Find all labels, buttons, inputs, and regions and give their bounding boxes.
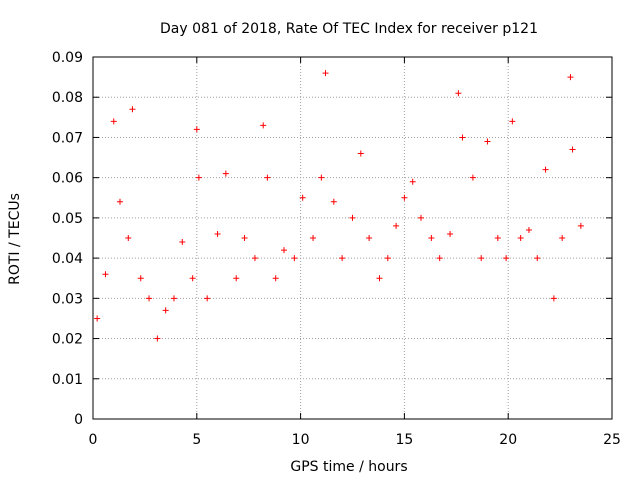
- data-point: [384, 255, 391, 262]
- y-tick-label: 0.03: [52, 291, 83, 307]
- x-axis-label: GPS time / hours: [290, 459, 407, 475]
- data-point: [542, 166, 549, 173]
- data-point: [322, 70, 329, 77]
- data-point: [310, 235, 317, 241]
- data-point: [137, 275, 144, 282]
- data-point: [330, 198, 337, 205]
- chart-gridlines: [93, 57, 612, 419]
- y-tick-label: 0.04: [52, 251, 83, 267]
- data-point: [577, 222, 584, 229]
- data-point: [459, 134, 466, 141]
- data-point: [376, 275, 383, 282]
- data-point: [478, 255, 485, 262]
- data-point: [170, 295, 177, 302]
- y-tick-label: 0: [74, 412, 83, 428]
- data-point: [559, 235, 566, 241]
- data-point: [264, 174, 271, 181]
- data-point: [193, 126, 200, 133]
- data-point: [260, 122, 267, 129]
- x-tick-label: 25: [603, 432, 621, 448]
- data-point: [503, 255, 510, 262]
- axis-ticks: 0 0.01 0.02 0.03 0.04 0.05 0.06 0.07 0.08 0.09 0 5 1…: [52, 50, 621, 448]
- data-point: [291, 255, 298, 262]
- data-point: [214, 230, 221, 237]
- x-tick-label: 10: [292, 432, 310, 448]
- data-point: [550, 295, 557, 302]
- data-point: [418, 214, 425, 221]
- data-point: [366, 235, 373, 241]
- data-point: [349, 214, 356, 221]
- data-point: [409, 178, 416, 185]
- data-point: [569, 146, 576, 153]
- data-point: [94, 315, 101, 322]
- data-point: [357, 150, 364, 157]
- data-point: [517, 235, 524, 241]
- x-tick-label: 0: [89, 432, 98, 448]
- x-tick-label: 15: [395, 432, 413, 448]
- chart-title: Day 081 of 2018, Rate Of TEC Index for r…: [160, 21, 538, 37]
- data-point: [567, 74, 574, 81]
- data-point: [401, 194, 408, 201]
- y-tick-label: 0.01: [52, 372, 83, 388]
- data-point: [125, 235, 132, 241]
- data-point: [162, 307, 169, 314]
- data-point: [204, 295, 211, 302]
- data-point: [393, 222, 400, 229]
- y-tick-label: 0.06: [52, 171, 83, 187]
- data-point: [102, 271, 109, 278]
- data-point: [116, 198, 123, 205]
- data-point: [129, 106, 136, 113]
- data-point: [195, 174, 202, 181]
- data-point: [484, 138, 491, 145]
- data-point: [299, 194, 306, 201]
- y-axis-label: ROTI / TECUs: [7, 193, 23, 285]
- data-point: [222, 170, 229, 177]
- y-tick-label: 0.02: [52, 332, 83, 348]
- y-tick-label: 0.09: [52, 50, 83, 66]
- data-point: [455, 90, 462, 97]
- data-point: [428, 235, 435, 241]
- y-tick-label: 0.05: [52, 211, 83, 227]
- y-tick-label: 0.07: [52, 130, 83, 146]
- data-point: [110, 118, 117, 125]
- x-tick-label: 5: [192, 432, 201, 448]
- data-point: [272, 275, 279, 282]
- data-point: [189, 275, 196, 282]
- data-point: [318, 174, 325, 181]
- data-point: [280, 247, 287, 254]
- data-point: [146, 295, 153, 302]
- data-point: [525, 226, 532, 233]
- data-points: [94, 70, 584, 342]
- data-point: [233, 275, 240, 282]
- y-tick-label: 0.08: [52, 90, 83, 106]
- data-point: [509, 118, 516, 125]
- data-point: [179, 239, 186, 246]
- data-point: [494, 235, 501, 241]
- data-point: [339, 255, 346, 262]
- data-point: [436, 255, 443, 262]
- x-tick-label: 20: [499, 432, 517, 448]
- plot-frame: [92, 56, 613, 420]
- data-point: [534, 255, 541, 262]
- data-point: [241, 235, 248, 241]
- data-point: [469, 174, 476, 181]
- data-point: [154, 335, 161, 342]
- data-point: [251, 255, 258, 262]
- data-point: [447, 230, 454, 237]
